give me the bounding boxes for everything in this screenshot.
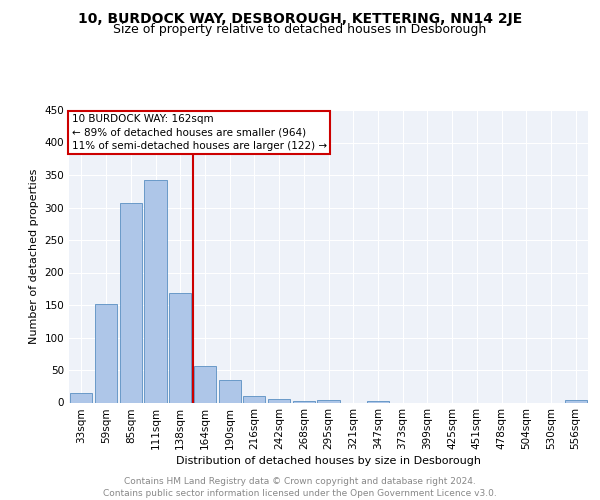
Bar bbox=[169, 294, 191, 403]
Bar bbox=[367, 400, 389, 402]
Bar bbox=[565, 400, 587, 402]
Bar bbox=[119, 203, 142, 402]
Text: 10 BURDOCK WAY: 162sqm
← 89% of detached houses are smaller (964)
11% of semi-de: 10 BURDOCK WAY: 162sqm ← 89% of detached… bbox=[71, 114, 327, 151]
X-axis label: Distribution of detached houses by size in Desborough: Distribution of detached houses by size … bbox=[176, 456, 481, 466]
Bar bbox=[317, 400, 340, 402]
Text: 10, BURDOCK WAY, DESBOROUGH, KETTERING, NN14 2JE: 10, BURDOCK WAY, DESBOROUGH, KETTERING, … bbox=[78, 12, 522, 26]
Bar bbox=[194, 366, 216, 403]
Bar bbox=[145, 180, 167, 402]
Bar bbox=[293, 400, 315, 402]
Bar bbox=[243, 396, 265, 402]
Bar bbox=[218, 380, 241, 402]
Text: Size of property relative to detached houses in Desborough: Size of property relative to detached ho… bbox=[113, 22, 487, 36]
Bar bbox=[95, 304, 117, 402]
Text: Contains HM Land Registry data © Crown copyright and database right 2024.
Contai: Contains HM Land Registry data © Crown c… bbox=[103, 476, 497, 498]
Y-axis label: Number of detached properties: Number of detached properties bbox=[29, 168, 39, 344]
Bar bbox=[268, 398, 290, 402]
Bar bbox=[70, 393, 92, 402]
